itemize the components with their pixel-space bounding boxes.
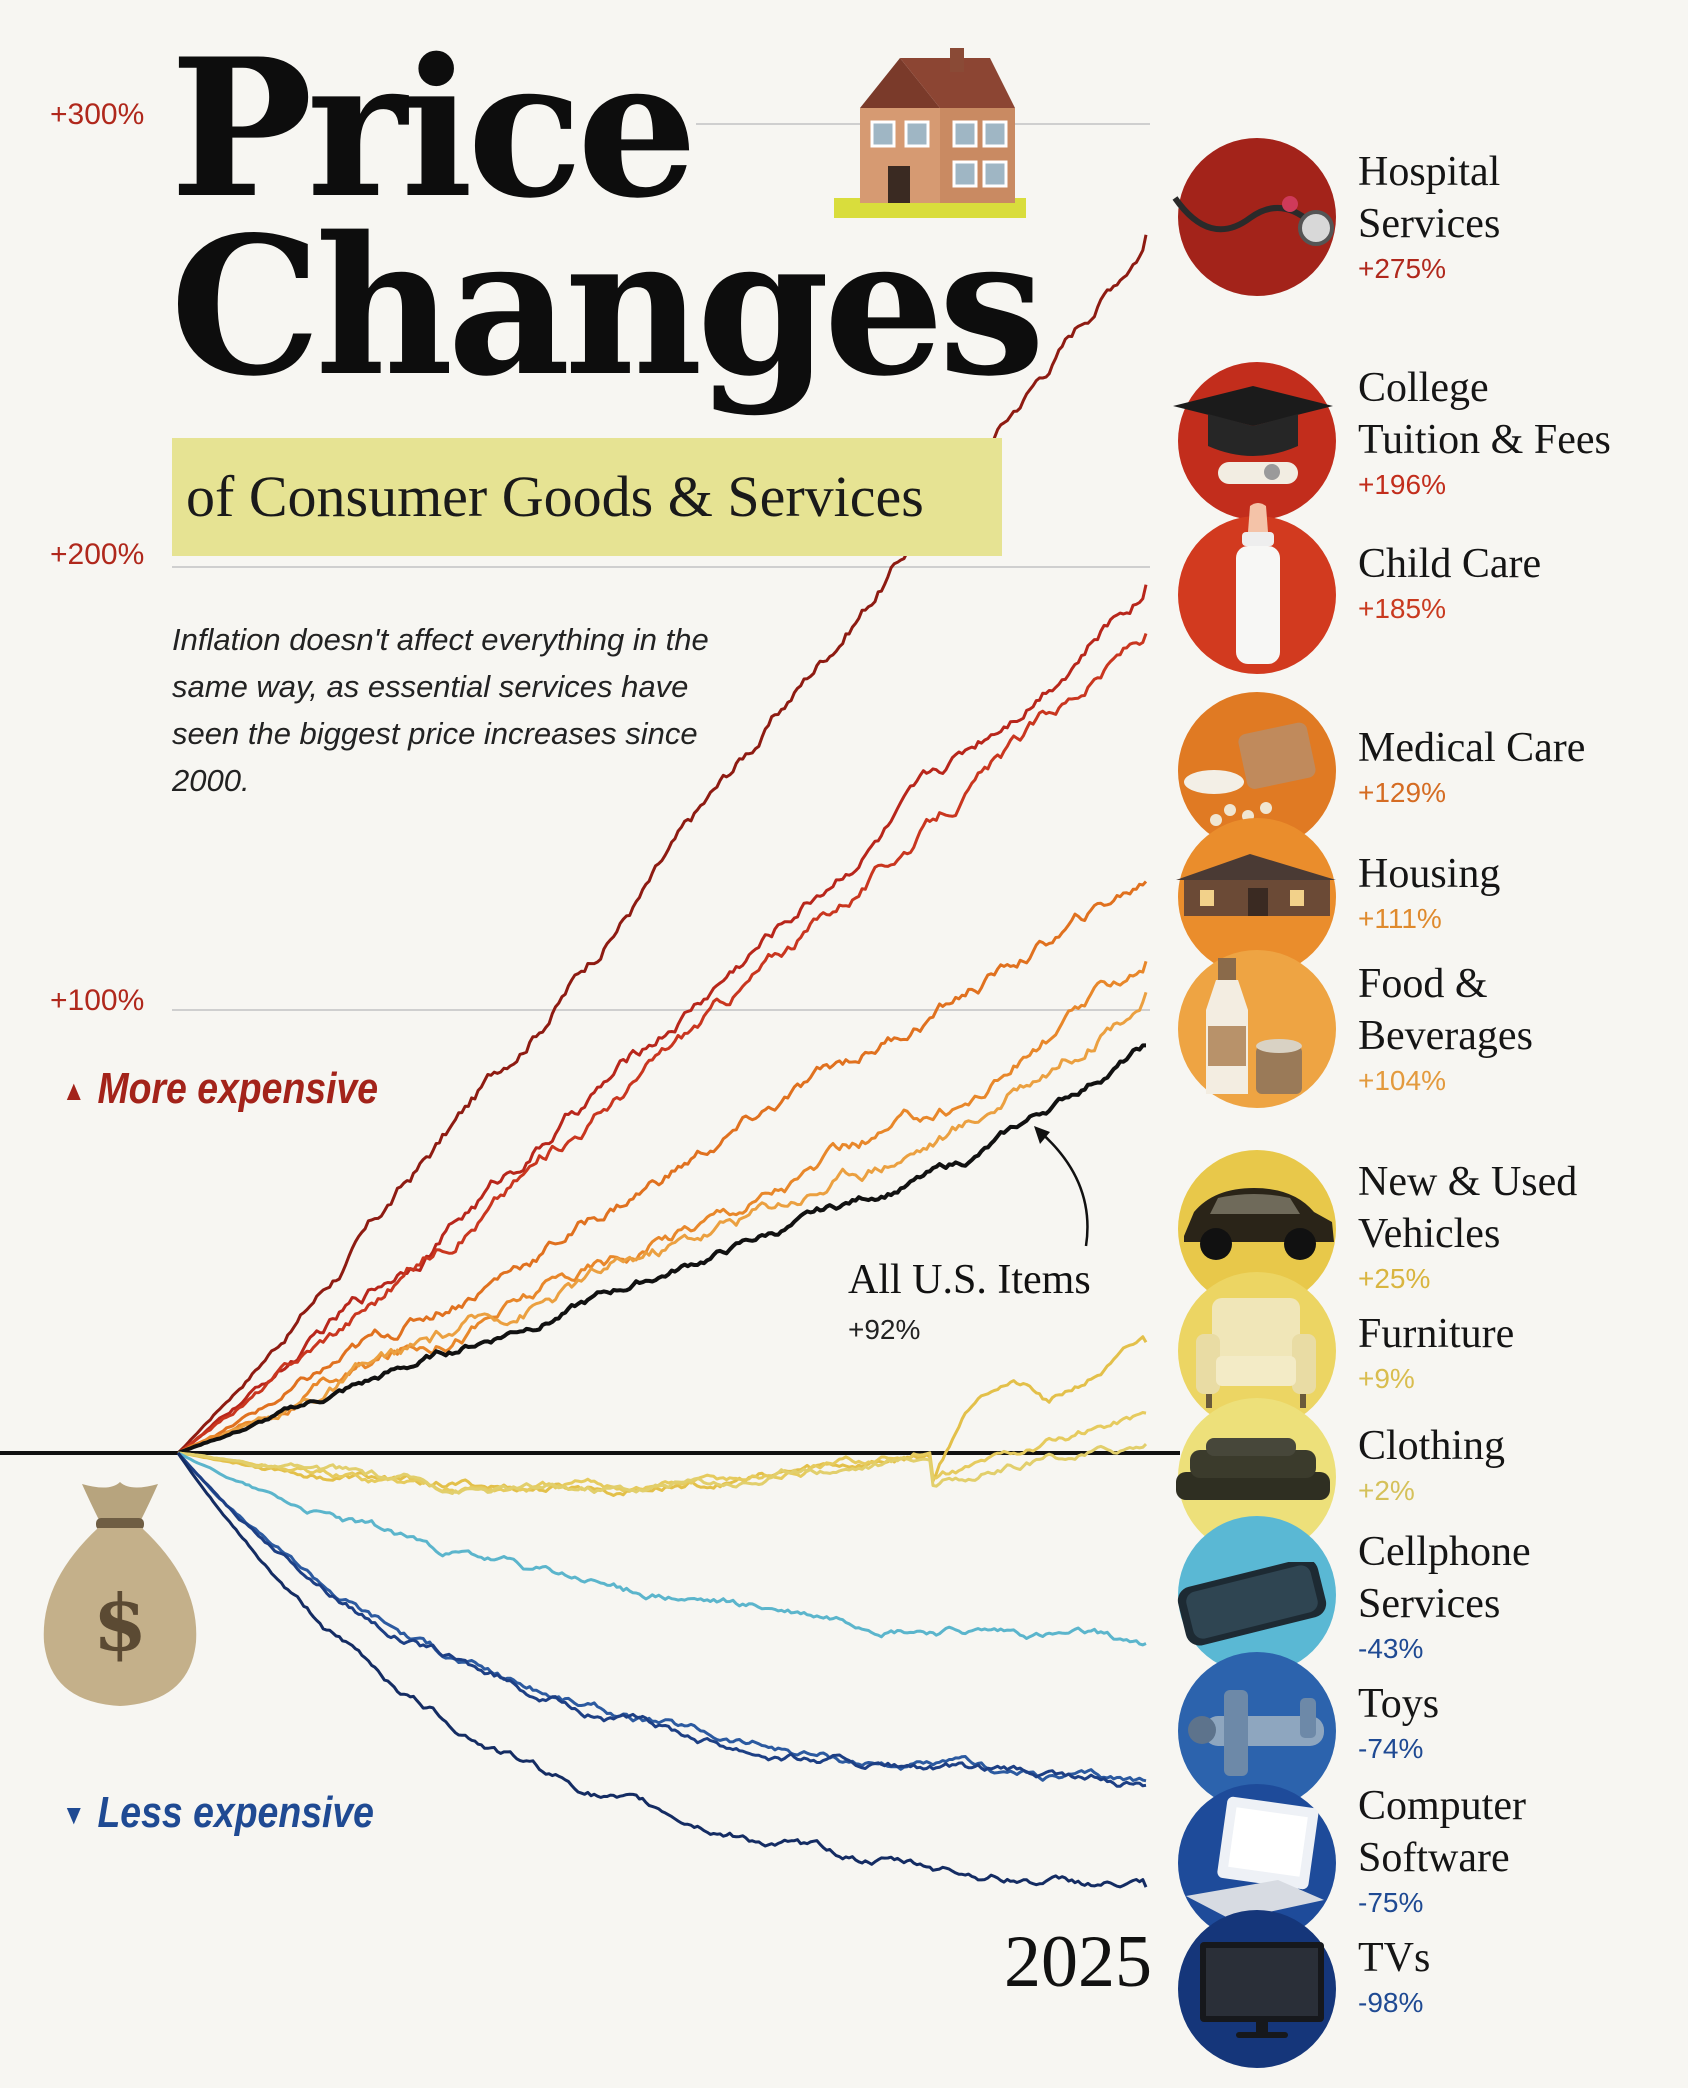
laptop-icon [1186,1796,1324,1920]
category-name: Housing [1358,851,1501,897]
more-expensive-text: More expensive [97,1064,379,1113]
series-line-furniture [177,1411,1147,1494]
category-pct: -98% [1358,1987,1424,2018]
series-line-medical-care [177,880,1148,1455]
category-name: New & Used [1358,1159,1578,1205]
series-line-new-used-vehicles [177,1335,1148,1497]
series-lines [176,234,1148,1889]
category-name: Child Care [1358,541,1542,587]
series-line-food-beverages [177,991,1148,1455]
house-illustration-icon [834,48,1026,218]
all-items-pct: +92% [848,1314,921,1345]
house-icon [1176,854,1336,916]
car-icon [1184,1188,1334,1260]
category-name: Food & [1358,961,1488,1007]
category-name: Computer [1358,1783,1526,1829]
triangle-down-icon: ▼ [62,1799,86,1831]
category-child-care: Child Care +185% [1358,538,1541,628]
description: Inflation doesn't affect everything in t… [172,622,709,798]
less-expensive-text: Less expensive [97,1788,374,1837]
category-pct: +9% [1358,1363,1415,1394]
milk-bottle-icon [1206,958,1302,1094]
category-vehicles: New & Used Vehicles +25% [1358,1156,1577,1298]
triangle-up-icon: ▲ [62,1075,86,1107]
category-housing: Housing +111% [1358,848,1500,938]
all-items-arrowhead [1034,1126,1050,1144]
category-pct: +129% [1358,777,1446,808]
category-pct: +25% [1358,1263,1431,1294]
category-furniture: Furniture +9% [1358,1308,1514,1398]
y-tick-300: +300% [50,98,145,131]
less-expensive-label: ▼ Less expensive [62,1788,374,1838]
category-pct: +196% [1358,469,1446,500]
series-line-cellphone-services [177,1451,1147,1647]
subtitle: of Consumer Goods & Services [172,438,1002,556]
category-pct: +185% [1358,593,1446,624]
category-name: Hospital [1358,149,1501,195]
series-line-tvs [176,1452,1148,1889]
category-college-tuition: College Tuition & Fees +196% [1358,362,1611,504]
category-medical-care: Medical Care +129% [1358,722,1585,812]
category-tvs: TVs -98% [1358,1932,1430,2022]
title-line-2: Changes [170,195,1045,418]
category-pct: +2% [1358,1475,1415,1506]
category-pct: -43% [1358,1633,1424,1664]
all-items-label: All U.S. Items [848,1257,1091,1303]
series-line-computer-software [176,1452,1147,1788]
armchair-icon [1196,1298,1316,1408]
series-line-child-care [177,632,1148,1455]
smartphone-icon [1177,1562,1327,1646]
category-toys: Toys -74% [1358,1678,1439,1768]
tv-icon [1200,1942,1324,2038]
svg-text:$: $ [93,1578,147,1669]
stethoscope-icon [1172,196,1334,246]
category-name: College [1358,365,1489,411]
toy-plane-icon [1188,1690,1324,1776]
y-tick-200: +200% [50,538,145,571]
baby-bottle-icon [1236,503,1280,664]
category-pct: -74% [1358,1733,1424,1764]
series-line-all-u-s-items [177,1043,1146,1455]
folded-clothes-icon [1176,1438,1330,1500]
category-pct: +104% [1358,1065,1446,1096]
y-tick-100: +100% [50,984,145,1017]
category-name: Toys [1358,1681,1440,1727]
category-name: Tuition & Fees [1358,417,1611,463]
page-title: Price Changes [170,17,1045,418]
end-year-label: 2025 [1004,1921,1152,2003]
category-name: Software [1358,1835,1510,1881]
pill-bottle-icon [1184,722,1316,826]
category-name: Services [1358,201,1501,247]
series-line-college-tuition-fees [177,584,1148,1455]
series-line-housing [177,960,1148,1455]
category-name: Beverages [1358,1013,1533,1059]
title-line-1: Price [170,17,698,240]
category-clothing: Clothing +2% [1358,1420,1505,1510]
all-items-callout [1034,1126,1089,1247]
series-line-toys [176,1452,1147,1783]
all-items-arrow [1037,1129,1089,1247]
category-name: TVs [1358,1935,1431,1981]
category-pct: +275% [1358,253,1446,284]
category-food-beverages: Food & Beverages +104% [1358,958,1533,1100]
category-name: Furniture [1358,1311,1515,1357]
category-name: Cellphone [1358,1529,1531,1575]
category-pct: +111% [1358,903,1442,934]
category-hospital-services: Hospital Services +275% [1358,146,1500,288]
category-cellphone-services: Cellphone Services -43% [1358,1526,1531,1668]
category-name: Services [1358,1581,1501,1627]
category-name: Clothing [1358,1423,1506,1469]
graduation-cap-icon [1173,386,1333,484]
more-expensive-label: ▲ More expensive [62,1064,378,1114]
category-name: Vehicles [1358,1211,1501,1257]
series-line-clothing [177,1443,1148,1495]
money-bag-icon: $ [43,1482,197,1706]
category-computer-software: Computer Software -75% [1358,1780,1526,1922]
category-pct: -75% [1358,1887,1424,1918]
category-name: Medical Care [1358,725,1586,771]
